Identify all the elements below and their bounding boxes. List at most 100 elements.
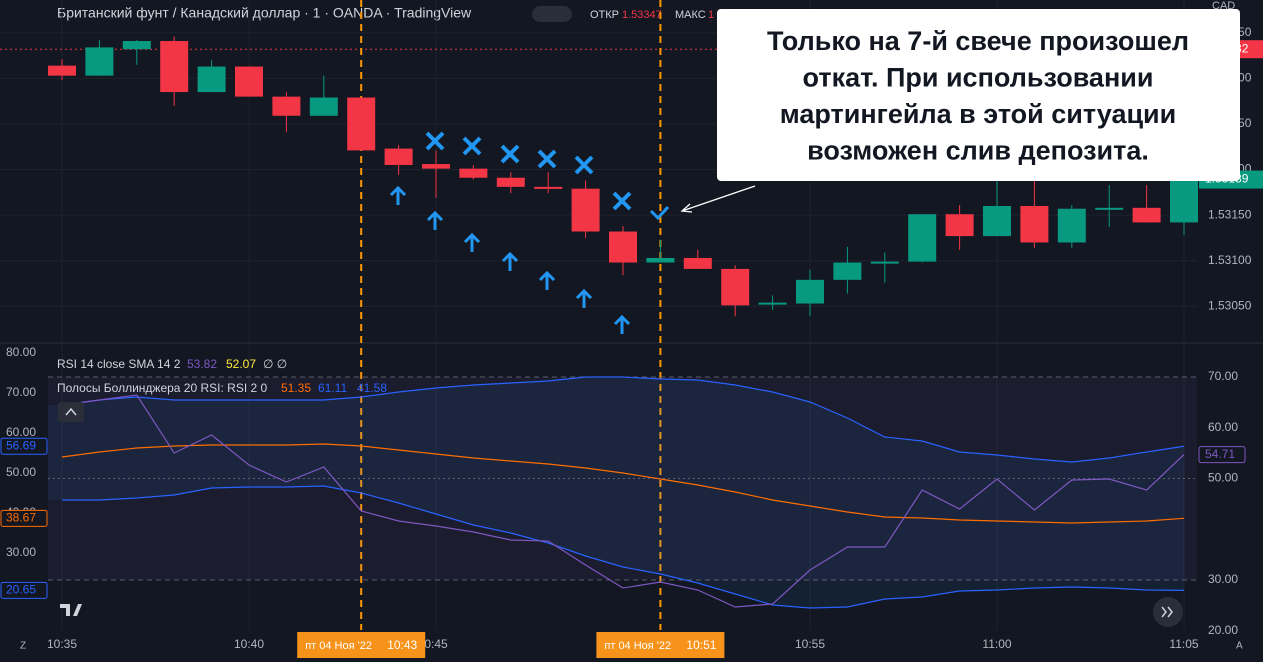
- candle-body: [571, 188, 600, 232]
- legend-text: RSI 14 close SMA 14 2: [57, 357, 181, 371]
- arrow-marker: [426, 210, 444, 230]
- x-tick-label: 0:45: [424, 637, 448, 651]
- y-tick-label: 30.00: [1208, 572, 1238, 586]
- y-tick-label: 50.00: [1208, 471, 1238, 485]
- band-fill: [48, 377, 1184, 608]
- cross-marker: [612, 191, 632, 211]
- candle-body: [1020, 206, 1049, 243]
- crosshair-badge: [297, 632, 426, 658]
- candle-body: [85, 47, 114, 76]
- arrow-marker: [501, 251, 519, 271]
- legend-text: 41.58: [357, 381, 387, 395]
- candle-body: [1057, 208, 1086, 243]
- currency: CAD: [1212, 0, 1235, 12]
- candle-body: [422, 164, 450, 169]
- high-value: 1: [708, 9, 714, 21]
- y2-tick-label: 30.00: [6, 545, 36, 559]
- annotation-arrow: [680, 185, 756, 213]
- corner-label: Z: [20, 641, 26, 652]
- candle-body: [609, 231, 637, 263]
- candle-body: [235, 66, 263, 97]
- collapse-button[interactable]: [58, 402, 84, 422]
- y-tick-label: 1.53100: [1208, 253, 1252, 267]
- candle-body: [833, 262, 862, 280]
- x-tick-label: 10:40: [234, 637, 264, 651]
- y-tick-label: 1.53050: [1208, 298, 1252, 312]
- y2-tick-label: 60.00: [6, 425, 36, 439]
- annotation-text: Только на 7-й свече произошел: [767, 26, 1189, 56]
- candle-body: [197, 66, 226, 93]
- candle-body: [160, 41, 189, 93]
- y-tick-label: 1.53150: [1208, 207, 1252, 221]
- y2-tick-label: 50.00: [6, 465, 36, 479]
- candle-body: [796, 279, 824, 304]
- corner-label: A: [1236, 641, 1243, 652]
- cross-marker: [500, 144, 520, 164]
- candle-body: [122, 41, 151, 50]
- y-tick-label: 20.00: [1208, 623, 1238, 637]
- last-value-badge: [1198, 446, 1246, 464]
- candle-body: [1170, 179, 1198, 223]
- cross-marker: [537, 149, 557, 169]
- candle-body: [347, 97, 376, 151]
- y-tick-label: 70.00: [1208, 369, 1238, 383]
- candle-body: [384, 148, 413, 165]
- series-line: [61, 376, 1185, 463]
- annotation-text: возможен слив депозита.: [807, 136, 1149, 166]
- last-value-badge: [0, 437, 48, 455]
- candle-body: [1095, 207, 1124, 210]
- arrow-marker: [613, 314, 631, 334]
- legend-text: ∅ ∅: [263, 357, 287, 371]
- arrow-marker: [575, 288, 593, 308]
- last-value-label: 54.71: [1205, 447, 1235, 461]
- arrow-marker: [463, 232, 481, 252]
- crosshair-badge: [596, 632, 725, 658]
- crosshair-time: 10:43: [387, 638, 417, 652]
- last-value-badge: [0, 581, 48, 599]
- legend-text: 52.07: [226, 357, 256, 371]
- legend-text: 61.11: [318, 381, 347, 395]
- x-tick-label: 11:05: [1169, 637, 1198, 651]
- y2-tick-label: 80.00: [6, 345, 36, 359]
- high-label: МАКС: [675, 9, 706, 21]
- y2-tick-label: 70.00: [6, 385, 36, 399]
- candle-body: [646, 257, 675, 263]
- x-tick-label: 10:55: [795, 637, 825, 651]
- legend-text: Полосы Боллинджера 20 RSI: RSI 2 0: [57, 381, 268, 395]
- x-tick-label: 10:35: [47, 637, 77, 651]
- annotation-text: откат. При использовании: [803, 63, 1154, 93]
- check-marker: [649, 205, 670, 221]
- cross-marker: [574, 155, 594, 175]
- collapse-icon: [65, 407, 77, 416]
- candle-body: [1132, 207, 1161, 223]
- cross-marker: [425, 131, 445, 151]
- last-value-label: 38.67: [6, 510, 36, 524]
- symbol-title: Британский фунт / Канадский доллар · 1 ·…: [57, 5, 472, 21]
- toggle[interactable]: [532, 6, 572, 22]
- annotation-box: [717, 9, 1240, 181]
- arrow-marker: [538, 270, 556, 290]
- candle-body: [721, 268, 750, 306]
- y-tick-label: 60.00: [1208, 420, 1238, 434]
- candle-body: [496, 177, 525, 187]
- candle-body: [534, 186, 563, 189]
- candle-body: [870, 261, 899, 264]
- scroll-icon: [1161, 606, 1173, 618]
- candle-body: [908, 214, 937, 262]
- arrow-marker: [389, 185, 407, 205]
- candle-body: [983, 206, 1011, 237]
- last-value-badge: [0, 509, 48, 527]
- scroll-button[interactable]: [1153, 597, 1183, 627]
- cross-marker: [462, 136, 482, 156]
- legend-text: 51.35: [281, 381, 311, 395]
- crosshair-date: пт 04 Ноя '22: [305, 640, 372, 652]
- candle-body: [758, 302, 787, 305]
- series-line: [62, 485, 1185, 609]
- last-value-label: 20.65: [6, 583, 36, 597]
- annotation-text: мартингейла в этой ситуации: [780, 99, 1177, 129]
- candle-body: [272, 96, 301, 116]
- logo: [60, 604, 82, 616]
- x-tick-label: 11:00: [982, 637, 1011, 651]
